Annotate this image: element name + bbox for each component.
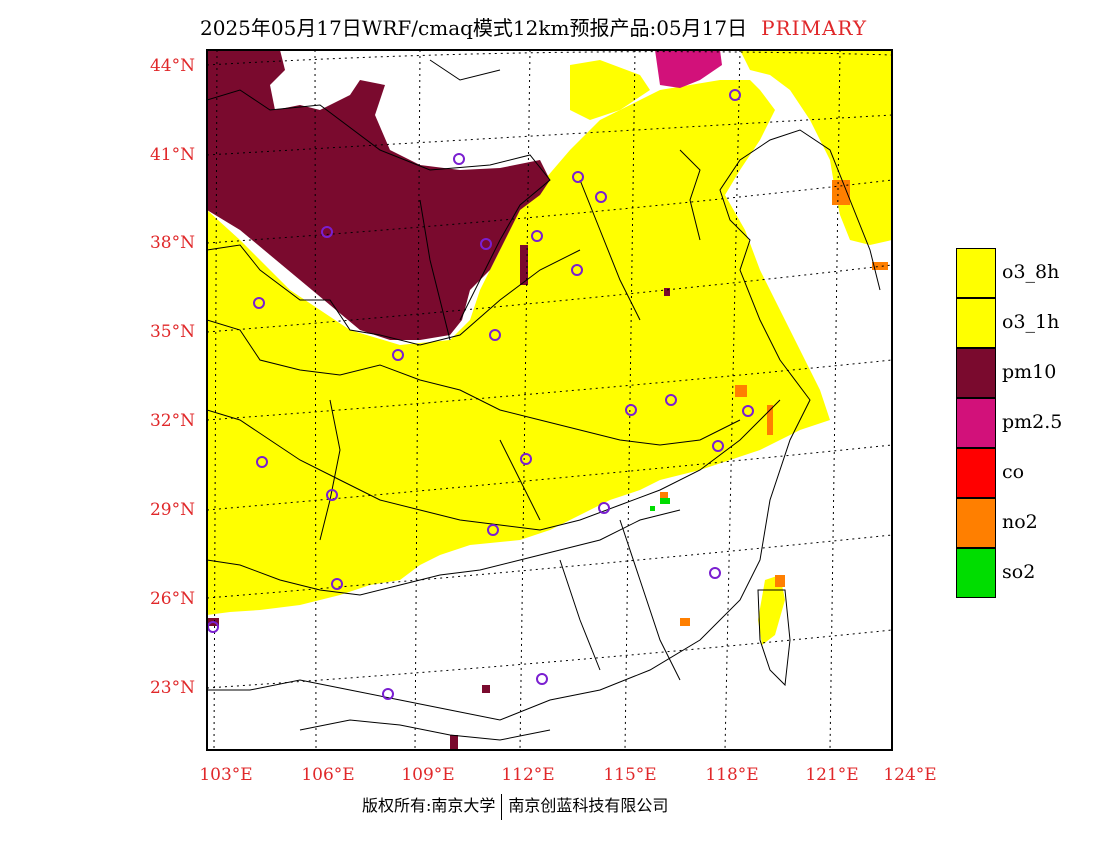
lon-label: 112°E	[501, 765, 555, 785]
city-marker	[709, 567, 721, 579]
legend-item: so2	[956, 548, 1096, 598]
no2-spot	[735, 385, 747, 397]
legend: o3_8h o3_1h pm10 pm2.5 co no2 so2	[956, 248, 1096, 598]
lat-label: 44°N	[149, 56, 195, 76]
city-marker	[595, 191, 607, 203]
lat-label: 32°N	[149, 411, 195, 431]
lon-label: 118°E	[705, 765, 759, 785]
copyright-right: 南京创蓝科技有限公司	[508, 796, 669, 815]
map-frame	[206, 49, 893, 751]
lat-label: 29°N	[149, 500, 195, 520]
city-marker	[321, 226, 333, 238]
pm10-spot	[482, 685, 490, 693]
city-marker	[489, 329, 501, 341]
legend-label: no2	[1002, 511, 1038, 533]
lon-label: 103°E	[199, 765, 253, 785]
pm10-spot	[520, 245, 528, 285]
city-marker	[331, 578, 343, 590]
legend-swatch	[956, 448, 996, 498]
o3-region	[207, 80, 830, 615]
boundaries	[207, 59, 881, 741]
city-marker	[256, 456, 268, 468]
legend-swatch	[956, 498, 996, 548]
footer-separator	[501, 793, 503, 820]
city-marker	[382, 688, 394, 700]
legend-label: o3_1h	[1002, 311, 1060, 333]
so2-spot	[650, 506, 655, 511]
legend-item: no2	[956, 498, 1096, 548]
map-title: 2025年05月17日WRF/cmaq模式12km预报产品:05月17日 PRIM…	[200, 12, 867, 41]
legend-label: co	[1002, 461, 1025, 483]
city-marker	[480, 238, 492, 250]
legend-label: pm2.5	[1002, 411, 1063, 433]
so2-spot	[660, 498, 670, 504]
title-text: 2025年05月17日WRF/cmaq模式12km预报产品:05月17日	[200, 16, 748, 40]
no2-spot	[775, 575, 785, 587]
no2-spot	[832, 180, 850, 205]
city-marker	[536, 673, 548, 685]
city-marker	[665, 394, 677, 406]
legend-item: o3_8h	[956, 248, 1096, 298]
lat-label: 38°N	[149, 233, 195, 253]
pm10-spot	[664, 288, 670, 296]
no2-spot	[767, 405, 773, 435]
city-markers	[207, 89, 754, 700]
lon-label: 115°E	[603, 765, 657, 785]
lon-label: 109°E	[401, 765, 455, 785]
pm10-region	[207, 50, 550, 340]
pm10-spot	[450, 735, 458, 750]
city-marker	[392, 349, 404, 361]
legend-swatch	[956, 398, 996, 448]
no2-spot	[872, 262, 888, 270]
lon-label: 106°E	[301, 765, 355, 785]
city-marker	[487, 524, 499, 536]
city-marker	[326, 489, 338, 501]
city-marker	[572, 171, 584, 183]
city-marker	[712, 440, 724, 452]
lat-label: 41°N	[149, 145, 195, 165]
o3-taiwan-patch	[758, 575, 785, 645]
legend-label: o3_8h	[1002, 261, 1060, 283]
lat-label: 23°N	[149, 678, 195, 698]
pm25-patch	[655, 50, 722, 88]
graticule	[207, 50, 892, 750]
lat-label: 35°N	[149, 322, 195, 342]
legend-item: pm2.5	[956, 398, 1096, 448]
legend-swatch	[956, 298, 996, 348]
city-marker	[453, 153, 465, 165]
city-marker	[598, 502, 610, 514]
primary-badge: PRIMARY	[761, 16, 868, 40]
city-marker	[253, 297, 265, 309]
legend-swatch	[956, 548, 996, 598]
legend-label: so2	[1002, 561, 1036, 583]
city-marker	[531, 230, 543, 242]
lon-label: 124°E	[883, 765, 937, 785]
city-marker	[571, 264, 583, 276]
city-marker	[729, 89, 741, 101]
city-marker	[625, 404, 637, 416]
copyright-footer: 版权所有:南京大学 南京创蓝科技有限公司	[362, 792, 668, 820]
city-marker	[520, 453, 532, 465]
legend-swatch	[956, 348, 996, 398]
copyright-left: 版权所有:南京大学	[362, 796, 496, 815]
no2-spot	[660, 492, 668, 498]
lon-label: 121°E	[805, 765, 859, 785]
legend-label: pm10	[1002, 361, 1057, 383]
city-marker	[742, 405, 754, 417]
no2-spot	[680, 618, 690, 626]
legend-item: co	[956, 448, 1096, 498]
o3-northeast-region	[740, 50, 892, 245]
legend-item: pm10	[956, 348, 1096, 398]
o3-north-patch	[570, 60, 650, 120]
legend-item: o3_1h	[956, 298, 1096, 348]
legend-swatch	[956, 248, 996, 298]
lat-label: 26°N	[149, 589, 195, 609]
